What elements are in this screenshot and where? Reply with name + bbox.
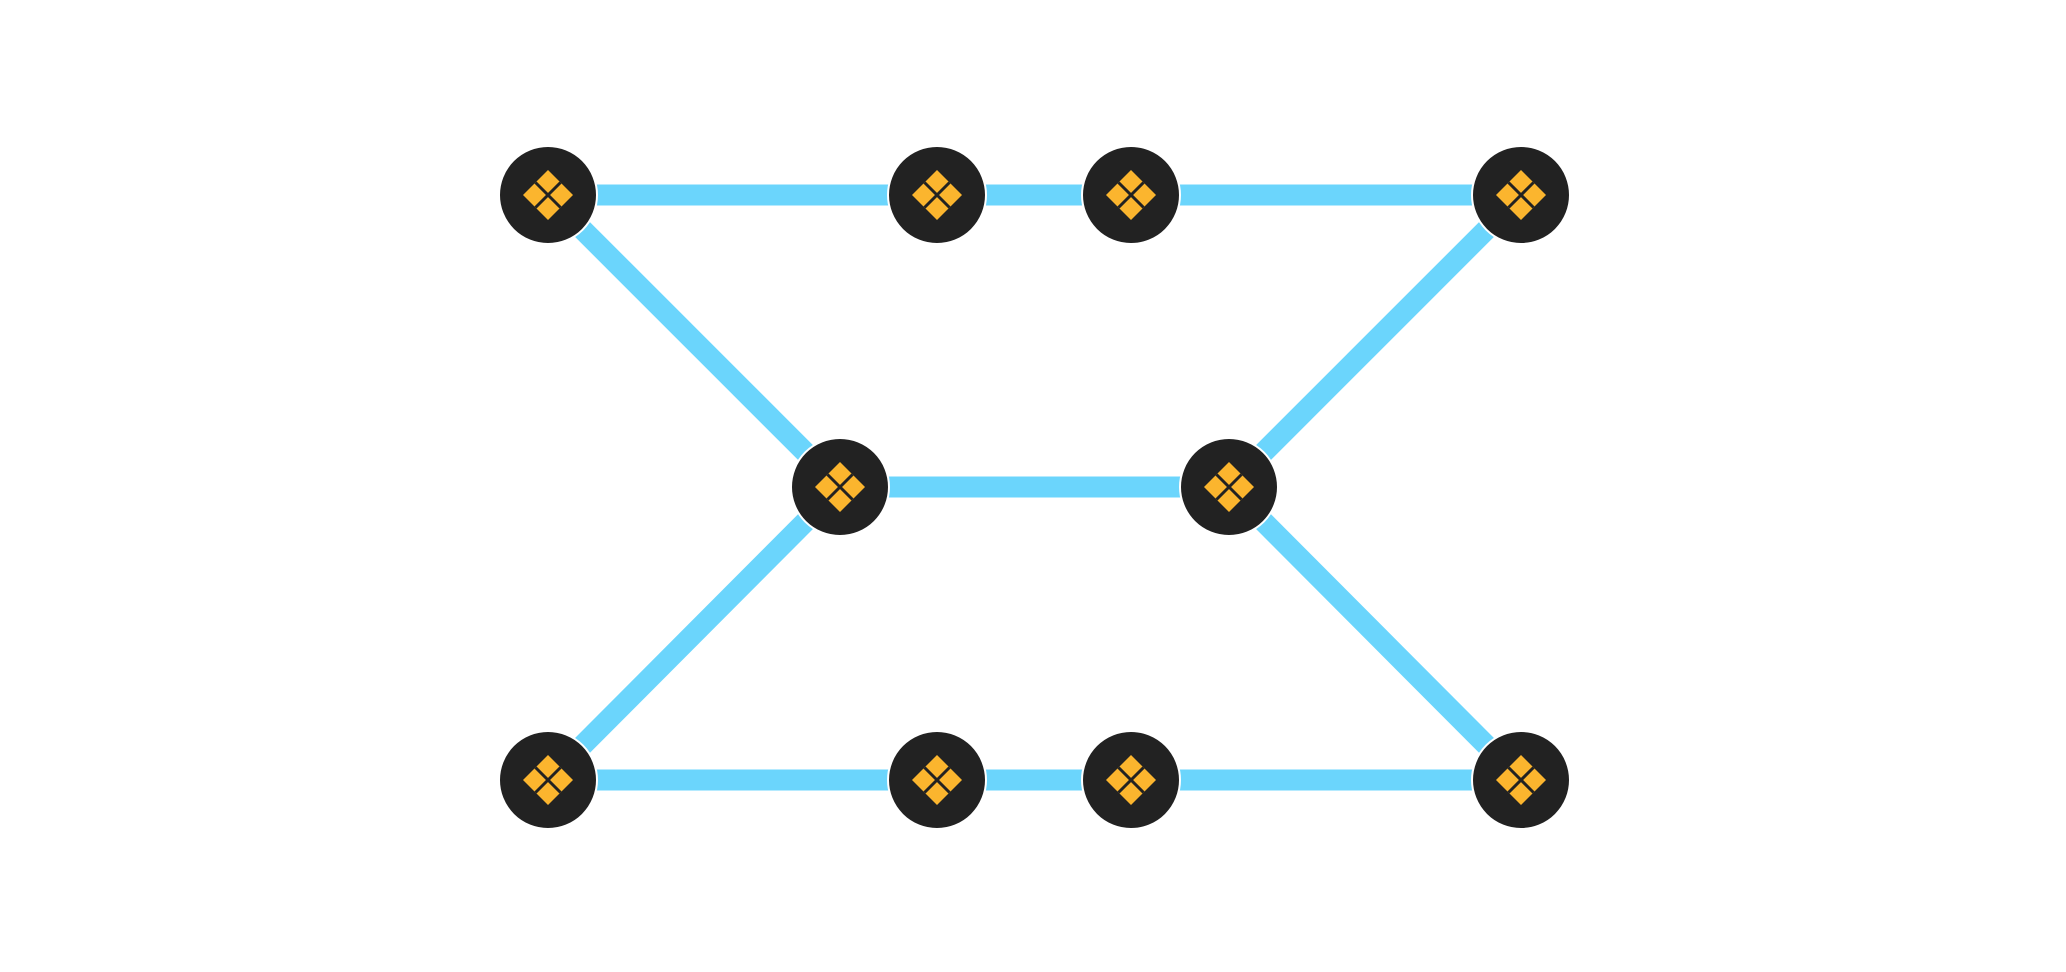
diamond-split-line [1215,473,1243,501]
node-bottom-1 [498,730,598,830]
nodes-layer [498,145,1571,830]
node-mid-right [1179,437,1279,537]
edge-mid-left-bottom-1 [540,479,848,788]
diamond-split-line [923,766,951,794]
edge-mid-right-bottom-4 [1221,479,1529,788]
diamond-split-line [923,181,951,209]
node-top-4 [1471,145,1571,245]
edge-top-4-mid-right [1221,187,1529,495]
diamond-split-line [1507,181,1535,209]
edges-layer [540,184,1529,791]
diamond-split-line [1117,181,1145,209]
diamond-split-line [534,181,562,209]
diamond-split-line [1507,766,1535,794]
node-bottom-3 [1081,730,1181,830]
node-mid-left [790,437,890,537]
node-top-1 [498,145,598,245]
diamond-split-line [826,473,854,501]
node-bottom-4 [1471,730,1571,830]
diamond-split-line [534,766,562,794]
node-top-2 [887,145,987,245]
node-top-3 [1081,145,1181,245]
diamond-split-line [1117,766,1145,794]
node-bottom-2 [887,730,987,830]
edge-top-1-mid-left [540,187,848,495]
